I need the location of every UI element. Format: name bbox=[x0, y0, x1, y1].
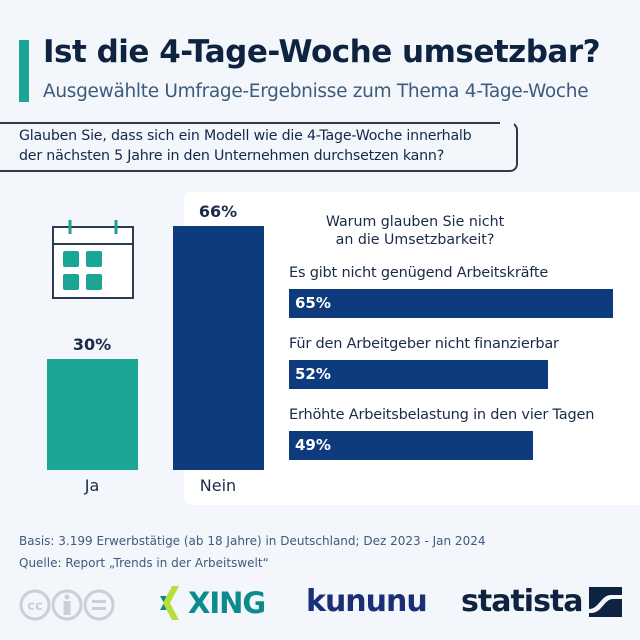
kununu-logo: kununu bbox=[306, 584, 428, 619]
nd-icon bbox=[83, 589, 115, 621]
reason-label: Für den Arbeitgeber nicht finanzierbar bbox=[289, 336, 559, 352]
calendar-icon bbox=[52, 220, 134, 299]
reason-bar: 52% bbox=[289, 360, 549, 389]
question-box-gap bbox=[500, 119, 514, 125]
title-accent-bar bbox=[19, 40, 29, 102]
statista-logo: statista bbox=[461, 584, 622, 619]
xing-logo: XING bbox=[160, 586, 266, 620]
reason-label: Es gibt nicht genügend Arbeitskräfte bbox=[289, 265, 549, 281]
reasons-title: Warum glauben Sie nicht an die Umsetzbar… bbox=[290, 213, 540, 249]
reasons-title-line-2: an die Umsetzbarkeit? bbox=[335, 232, 495, 248]
question-box bbox=[0, 122, 518, 172]
reason-bar: 49% bbox=[289, 431, 534, 460]
license-icons: cc bbox=[19, 589, 115, 621]
source-note: Quelle: Report „Trends in der Arbeitswel… bbox=[19, 556, 269, 570]
category-label-nein: Nein bbox=[199, 476, 237, 495]
page-subtitle: Ausgewählte Umfrage-Ergebnisse zum Thema… bbox=[43, 81, 589, 102]
category-label-ja: Ja bbox=[84, 476, 100, 495]
statista-wordmark: statista bbox=[461, 584, 584, 619]
reason-value-label: 49% bbox=[295, 436, 331, 454]
by-icon bbox=[51, 589, 83, 621]
reason-value-label: 52% bbox=[295, 365, 331, 383]
bar-value-label-ja: 30% bbox=[72, 335, 112, 355]
reason-label: Erhöhte Arbeitsbelastung in den vier Tag… bbox=[289, 407, 595, 423]
question-line-2: der nächsten 5 Jahre in den Unternehmen … bbox=[19, 148, 445, 164]
bar-value-label-nein: 66% bbox=[198, 202, 238, 221]
question-text: Glauben Sie, dass sich ein Modell wie di… bbox=[19, 126, 472, 166]
xing-x-icon bbox=[160, 586, 179, 620]
bar-nein bbox=[173, 226, 264, 470]
reasons-title-line-1: Warum glauben Sie nicht bbox=[325, 214, 505, 230]
question-line-1: Glauben Sie, dass sich ein Modell wie di… bbox=[19, 128, 472, 144]
reason-bar: 65% bbox=[289, 289, 613, 318]
reason-value-label: 65% bbox=[295, 294, 331, 312]
statista-mark-icon bbox=[588, 586, 622, 617]
bar-ja bbox=[47, 359, 138, 470]
svg-text:cc: cc bbox=[27, 599, 42, 614]
page-title: Ist die 4-Tage-Woche umsetzbar? bbox=[43, 34, 601, 70]
cc-icon: cc bbox=[19, 589, 51, 621]
xing-wordmark: XING bbox=[188, 586, 266, 620]
basis-note: Basis: 3.199 Erwerbstätige (ab 18 Jahre)… bbox=[19, 534, 486, 548]
